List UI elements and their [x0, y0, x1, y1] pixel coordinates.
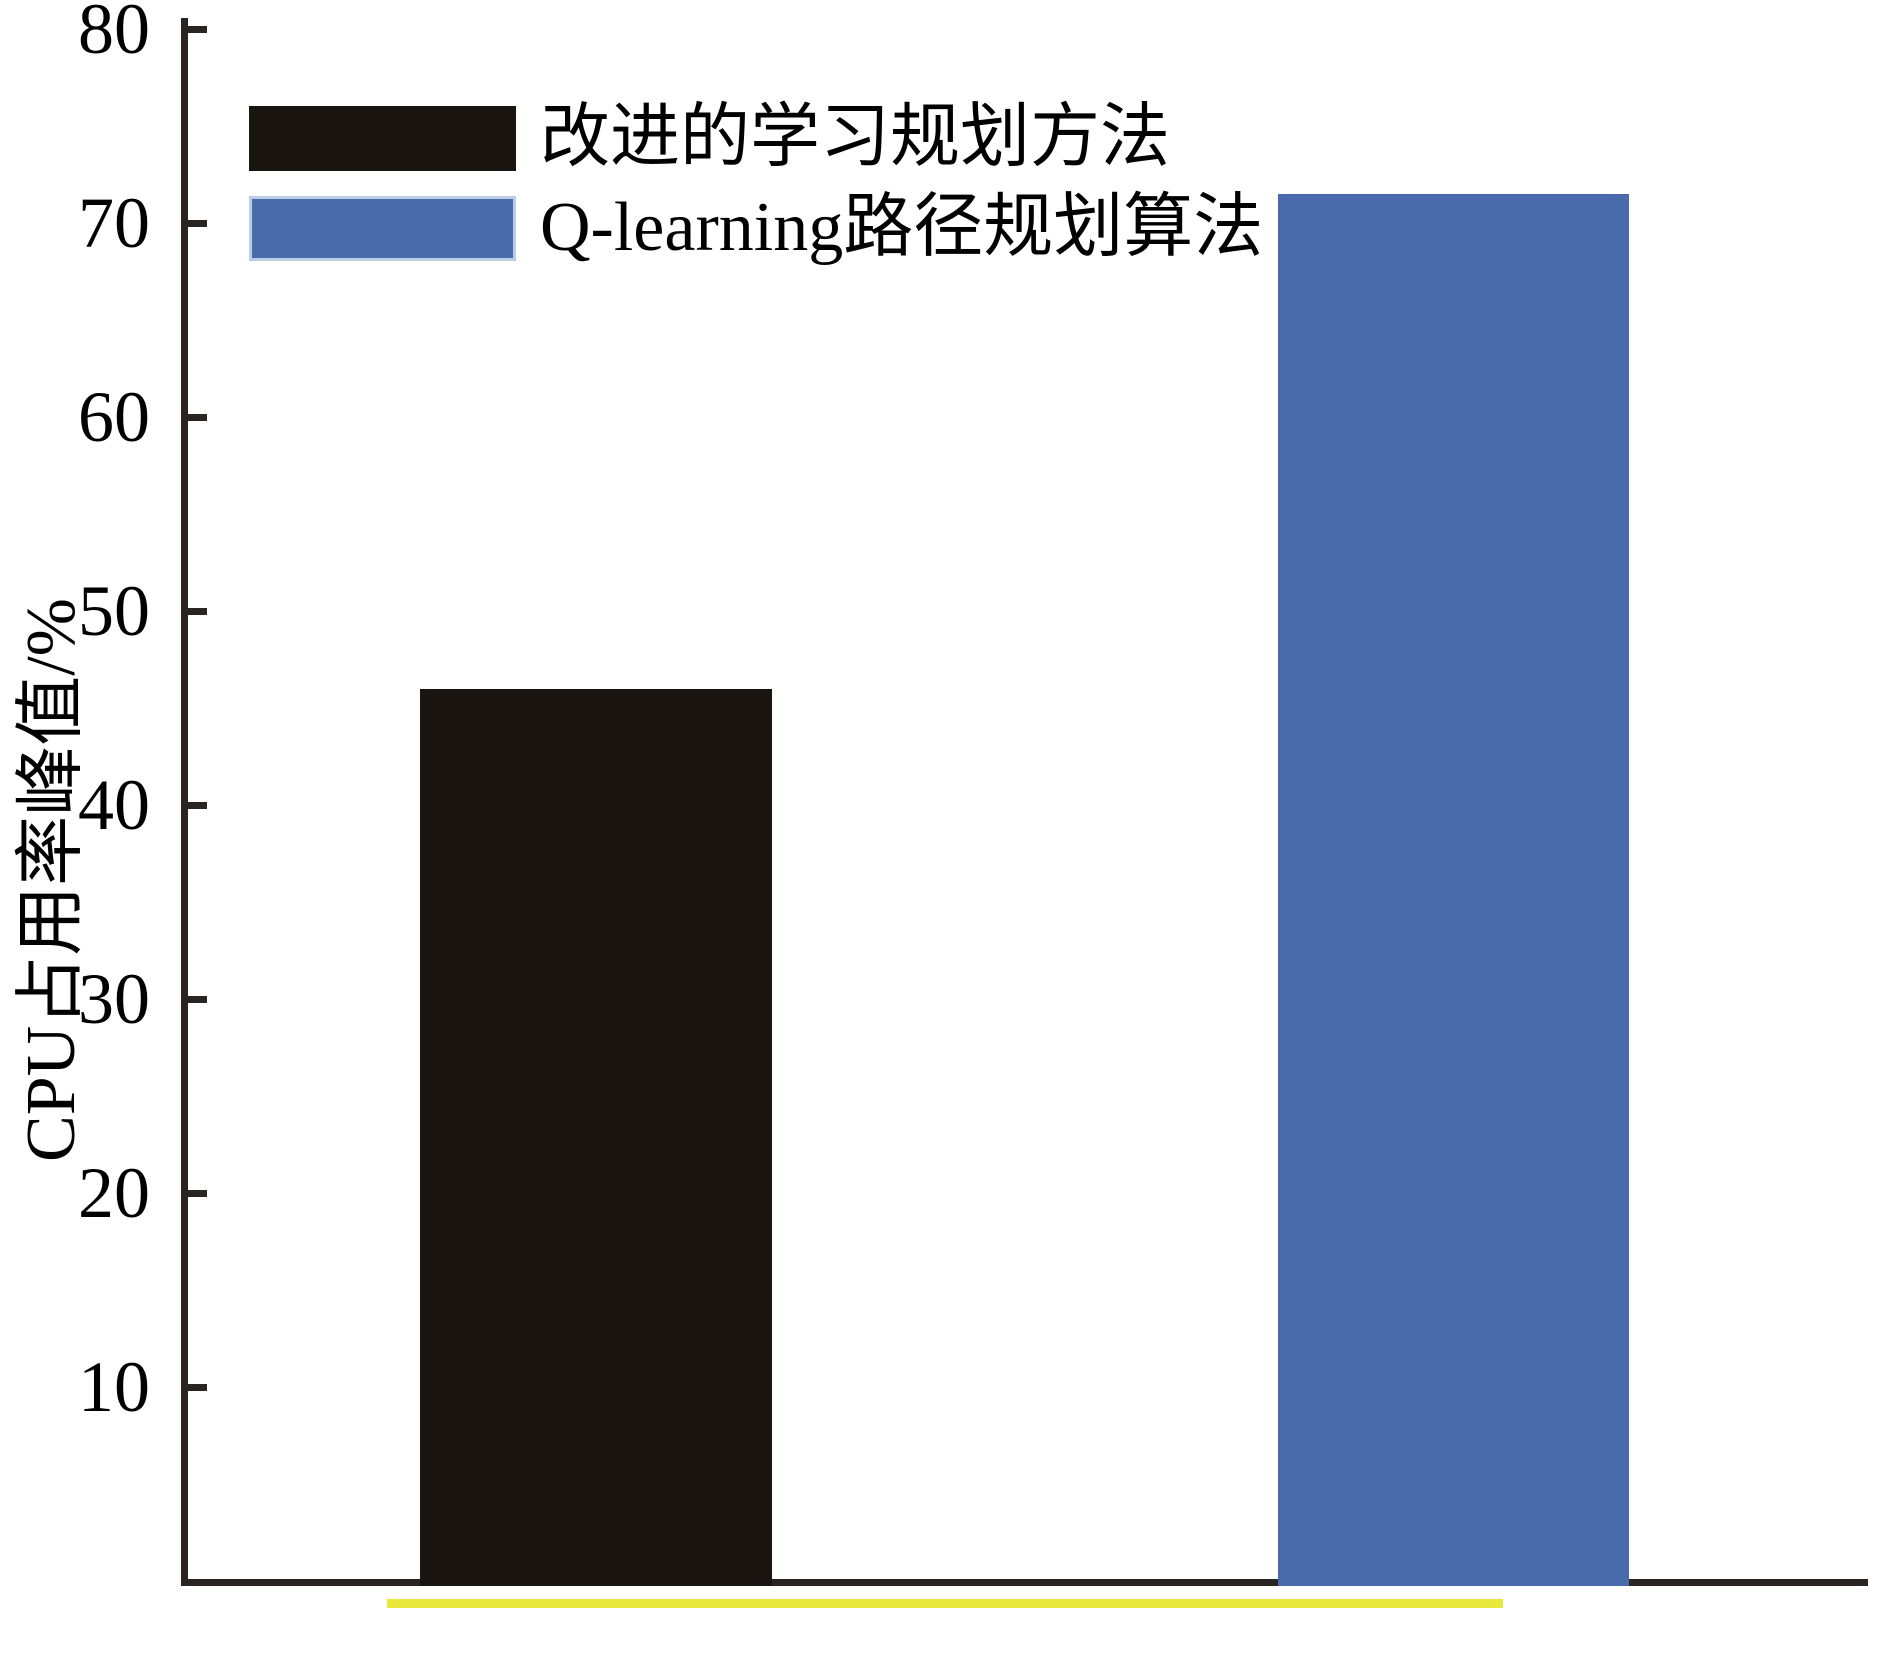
y-tick-label-80: 80: [78, 0, 150, 69]
y-tick-mark-30: [181, 996, 207, 1003]
legend: 改进的学习规划方法 Q-learning路径规划算法: [249, 101, 1263, 281]
y-tick-label-50: 50: [78, 571, 150, 651]
y-tick-label-30: 30: [78, 959, 150, 1039]
bar-qlearning-path-planning: [1278, 194, 1629, 1586]
y-tick-mark-80: [181, 26, 207, 33]
legend-label-0: 改进的学习规划方法: [540, 99, 1170, 176]
y-tick-label-60: 60: [78, 377, 150, 457]
y-tick-mark-10: [181, 1384, 207, 1391]
legend-swatch-blue: [249, 195, 516, 261]
bar-improved-planning-method: [420, 689, 772, 1586]
legend-row-1: Q-learning路径规划算法: [249, 191, 1263, 265]
legend-row-0: 改进的学习规划方法: [249, 101, 1263, 175]
highlight-underline: [387, 1599, 1503, 1608]
y-tick-mark-40: [181, 802, 207, 809]
y-axis-title: CPU占用率峰值/%: [13, 598, 90, 1162]
y-tick-label-70: 70: [78, 183, 150, 263]
legend-label-1: Q-learning路径规划算法: [540, 189, 1264, 266]
cpu-usage-bar-chart: CPU占用率峰值/% 80 70 60 50 40 30 20 10 改进的学习规划方法 Q-l…: [13, 0, 1868, 1608]
y-tick-label-40: 40: [78, 765, 150, 845]
x-axis-line: [181, 1579, 1868, 1586]
y-tick-label-20: 20: [78, 1153, 150, 1233]
y-tick-mark-60: [181, 414, 207, 421]
y-tick-mark-20: [181, 1190, 207, 1197]
y-tick-mark-50: [181, 608, 207, 615]
y-tick-label-10: 10: [78, 1347, 150, 1427]
y-tick-mark-70: [181, 220, 207, 227]
legend-swatch-black: [249, 105, 516, 171]
